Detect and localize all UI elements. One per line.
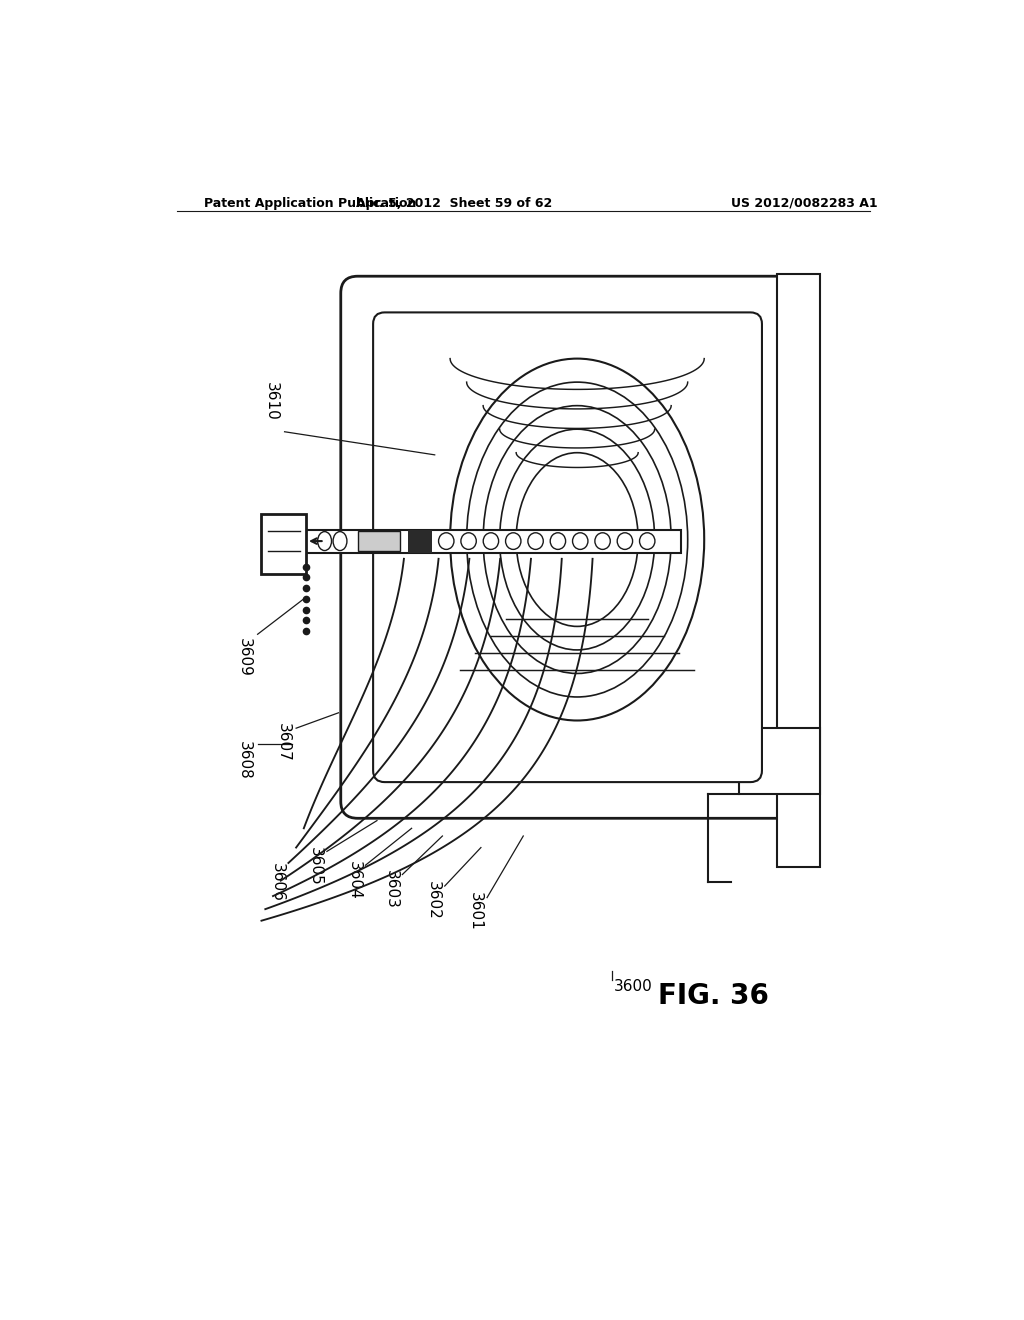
Ellipse shape (467, 381, 688, 697)
Ellipse shape (500, 429, 654, 649)
Ellipse shape (317, 532, 332, 550)
Bar (408, 529, 432, 553)
Text: US 2012/0082283 A1: US 2012/0082283 A1 (731, 197, 878, 210)
Text: 3609: 3609 (237, 638, 252, 677)
Ellipse shape (461, 533, 476, 549)
Text: 3610: 3610 (264, 381, 279, 420)
Ellipse shape (572, 533, 588, 549)
Text: 3603: 3603 (383, 870, 398, 909)
Text: Apr. 5, 2012  Sheet 59 of 62: Apr. 5, 2012 Sheet 59 of 62 (355, 197, 552, 210)
Ellipse shape (483, 405, 671, 673)
Bar (357, 531, 400, 552)
Text: 3605: 3605 (308, 847, 323, 886)
Ellipse shape (333, 532, 347, 550)
Text: 3607: 3607 (275, 722, 291, 762)
Text: FIG. 36: FIG. 36 (658, 982, 769, 1010)
Text: 3606: 3606 (269, 863, 285, 902)
Ellipse shape (528, 533, 544, 549)
Bar (261, 515, 306, 574)
Text: 3602: 3602 (426, 880, 440, 919)
Ellipse shape (595, 533, 610, 549)
FancyBboxPatch shape (341, 276, 802, 818)
Ellipse shape (550, 533, 565, 549)
Ellipse shape (451, 359, 705, 721)
Bar (777, 275, 819, 867)
Text: 3601: 3601 (468, 892, 483, 931)
Bar (739, 729, 819, 793)
FancyBboxPatch shape (373, 313, 762, 781)
Ellipse shape (506, 533, 521, 549)
Text: 3600: 3600 (614, 978, 653, 994)
Text: Patent Application Publication: Patent Application Publication (204, 197, 416, 210)
Ellipse shape (617, 533, 633, 549)
Text: 3604: 3604 (346, 861, 361, 899)
Ellipse shape (483, 533, 499, 549)
Ellipse shape (438, 533, 454, 549)
Ellipse shape (516, 453, 638, 627)
Bar (304, 529, 681, 553)
Text: 3608: 3608 (237, 741, 252, 780)
Ellipse shape (640, 533, 655, 549)
